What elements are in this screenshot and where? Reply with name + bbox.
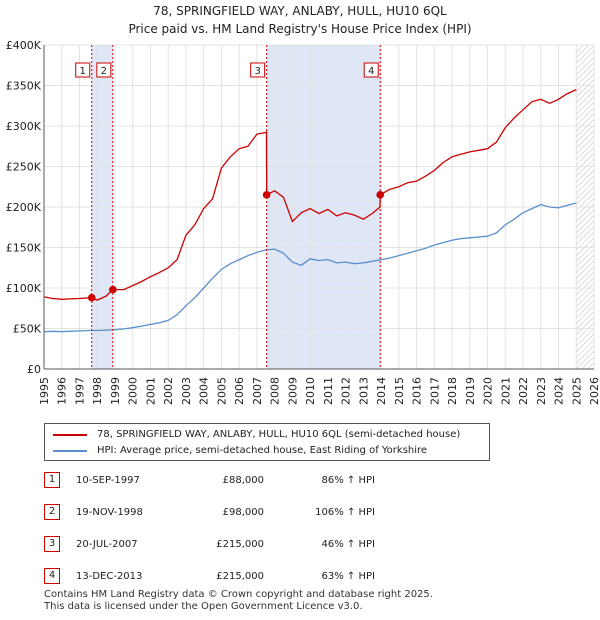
x-tick-label: 2021 bbox=[499, 377, 512, 405]
transaction-hpi-change: 63% ↑ HPI bbox=[321, 571, 375, 582]
x-tick-label: 2011 bbox=[322, 377, 335, 405]
x-tick-label: 2013 bbox=[357, 377, 370, 405]
transaction-price: £215,000 bbox=[216, 571, 264, 582]
transaction-price: £215,000 bbox=[216, 539, 264, 550]
footer-license: This data is licensed under the Open Gov… bbox=[44, 601, 363, 612]
table-row: 1 10-SEP-1997 £88,000 86% ↑ HPI bbox=[44, 472, 404, 490]
x-tick-label: 2020 bbox=[482, 377, 495, 405]
y-tick-label: £200K bbox=[6, 201, 42, 214]
transaction-marker-box bbox=[75, 62, 91, 78]
chart-title: 78, SPRINGFIELD WAY, ANLABY, HULL, HU10 … bbox=[153, 4, 447, 18]
x-tick-label: 2009 bbox=[286, 377, 299, 405]
x-tick-label: 2007 bbox=[251, 377, 264, 405]
transaction-number-badge: 4 bbox=[44, 568, 60, 584]
x-tick-label: 2002 bbox=[162, 377, 175, 405]
transaction-marker: 3 bbox=[250, 62, 266, 78]
x-tick-label: 2010 bbox=[304, 377, 317, 405]
price-chart: 1 2 3 4 £0 £50K £100K £150K £200K £250K £300K £350… bbox=[6, 39, 600, 405]
x-tick-label: 1997 bbox=[74, 377, 87, 405]
y-tick-label: £400K bbox=[6, 39, 42, 52]
x-tick-label: 2017 bbox=[428, 377, 441, 405]
transaction-date: 20-JUL-2007 bbox=[76, 539, 138, 550]
transaction-date: 19-NOV-1998 bbox=[76, 507, 143, 518]
x-tick-label: 2015 bbox=[393, 377, 406, 405]
x-tick-label: 2005 bbox=[215, 377, 228, 405]
transaction-number-badge: 3 bbox=[44, 536, 60, 552]
transaction-hpi-change: 106% ↑ HPI bbox=[315, 507, 375, 518]
x-tick-label: 2023 bbox=[535, 377, 548, 405]
footer-copyright: Contains HM Land Registry data © Crown c… bbox=[44, 589, 433, 600]
y-tick-label: £0 bbox=[27, 363, 41, 376]
x-tick-label: 1996 bbox=[56, 377, 69, 405]
table-row: 2 19-NOV-1998 £98,000 106% ↑ HPI bbox=[44, 504, 404, 522]
transaction-date: 13-DEC-2013 bbox=[76, 571, 143, 582]
x-tick-label: 2004 bbox=[198, 377, 211, 405]
x-tick-label: 2000 bbox=[127, 377, 140, 405]
y-tick-label: £300K bbox=[6, 120, 42, 133]
x-tick-label: 2016 bbox=[411, 377, 424, 405]
transaction-date: 10-SEP-1997 bbox=[76, 475, 140, 486]
transaction-point bbox=[376, 191, 385, 199]
transaction-marker-label: 2 bbox=[101, 66, 107, 77]
x-tick-label: 2014 bbox=[375, 377, 388, 405]
x-tick-label: 2022 bbox=[517, 377, 530, 405]
x-tick-label: 2019 bbox=[464, 377, 477, 405]
legend-swatch-property bbox=[53, 434, 87, 436]
transaction-marker-label: 3 bbox=[254, 66, 260, 77]
table-row: 4 13-DEC-2013 £215,000 63% ↑ HPI bbox=[44, 568, 404, 586]
transaction-point bbox=[109, 285, 117, 294]
y-tick-label: £100K bbox=[6, 282, 42, 295]
transaction-marker: 1 bbox=[75, 62, 91, 78]
x-tick-label: 2006 bbox=[233, 377, 246, 405]
transaction-number-badge: 2 bbox=[44, 504, 60, 520]
transaction-hpi-change: 86% ↑ HPI bbox=[321, 475, 375, 486]
legend-swatch-hpi bbox=[53, 450, 87, 452]
transaction-marker-label: 4 bbox=[368, 66, 374, 77]
transaction-marker-box bbox=[96, 62, 112, 78]
legend-label-property: 78, SPRINGFIELD WAY, ANLABY, HULL, HU10 … bbox=[97, 429, 461, 440]
x-tick-label: 1998 bbox=[91, 377, 104, 405]
transaction-price: £88,000 bbox=[222, 475, 264, 486]
transaction-point bbox=[262, 191, 271, 199]
x-tick-label: 2025 bbox=[570, 377, 583, 405]
y-tick-label: £250K bbox=[6, 161, 42, 174]
x-tick-label: 1995 bbox=[38, 377, 51, 405]
y-tick-label: £50K bbox=[13, 323, 42, 336]
x-tick-label: 1999 bbox=[109, 377, 122, 405]
legend-label-hpi: HPI: Average price, semi-detached house,… bbox=[97, 445, 428, 456]
transaction-price: £98,000 bbox=[222, 507, 264, 518]
transaction-hpi-change: 46% ↑ HPI bbox=[321, 539, 375, 550]
x-tick-label: 2024 bbox=[553, 377, 566, 405]
property-series-line bbox=[43, 89, 577, 301]
x-tick-label: 2008 bbox=[269, 377, 282, 405]
transaction-number-badge: 1 bbox=[44, 472, 60, 488]
y-tick-label: £150K bbox=[6, 242, 42, 255]
x-tick-label: 2001 bbox=[145, 377, 158, 405]
y-tick-label: £350K bbox=[6, 80, 42, 93]
hpi-series-line bbox=[43, 202, 577, 333]
x-tick-label: 2012 bbox=[340, 377, 353, 405]
transaction-marker: 4 bbox=[363, 62, 379, 78]
table-row: 3 20-JUL-2007 £215,000 46% ↑ HPI bbox=[44, 536, 404, 554]
legend: 78, SPRINGFIELD WAY, ANLABY, HULL, HU10 … bbox=[44, 423, 490, 461]
x-tick-label: 2003 bbox=[180, 377, 193, 405]
x-tick-label: 2018 bbox=[446, 377, 459, 405]
transaction-marker-box bbox=[250, 62, 266, 78]
transaction-marker: 2 bbox=[96, 62, 112, 78]
x-tick-label: 2026 bbox=[588, 377, 600, 405]
transaction-point bbox=[87, 293, 96, 302]
transaction-marker-box bbox=[363, 62, 379, 78]
chart-subtitle: Price paid vs. HM Land Registry's House … bbox=[128, 22, 472, 36]
transaction-marker-label: 1 bbox=[80, 66, 86, 77]
footer: Contains HM Land Registry data © Crown c… bbox=[44, 589, 433, 613]
